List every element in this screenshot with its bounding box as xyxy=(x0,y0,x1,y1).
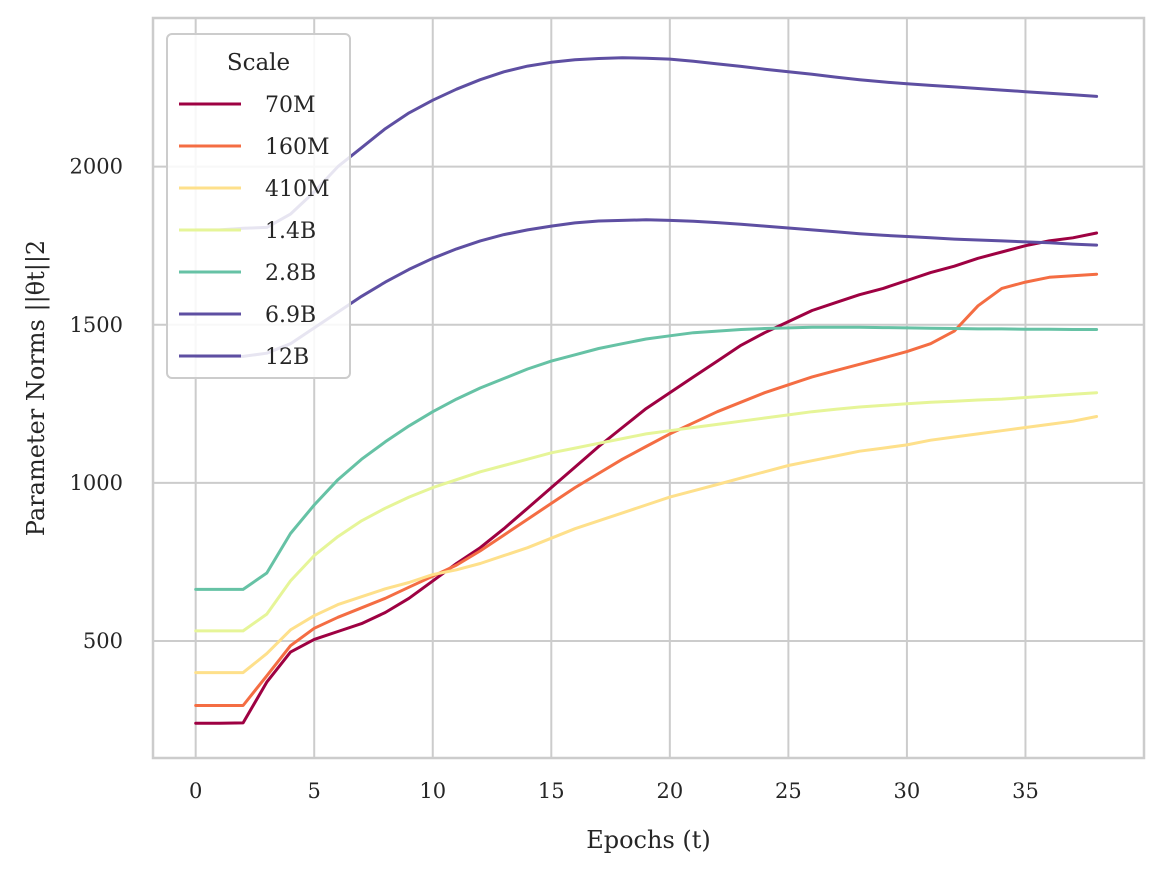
series-line-70m xyxy=(194,231,1099,725)
legend-label: 70M xyxy=(265,93,316,118)
series-line-410m xyxy=(194,415,1099,675)
legend-label: 410M xyxy=(265,177,330,202)
x-tick-label: 35 xyxy=(1012,779,1039,803)
x-tick-label: 10 xyxy=(419,779,446,803)
x-axis-label: Epochs (t) xyxy=(586,826,711,854)
x-tick-label: 30 xyxy=(894,779,921,803)
y-tick-label: 1500 xyxy=(70,313,123,337)
legend-label: 6.9B xyxy=(265,303,316,328)
x-tick-label: 25 xyxy=(775,779,802,803)
legend-label: 12B xyxy=(265,345,309,370)
legend-label: 160M xyxy=(265,135,330,160)
y-tick-label: 2000 xyxy=(70,155,123,179)
legend-box xyxy=(166,33,351,379)
legend-title: Scale xyxy=(227,50,290,76)
legend-label: 2.8B xyxy=(265,261,316,286)
y-tick-label: 1000 xyxy=(70,471,123,495)
legend-label: 1.4B xyxy=(265,219,316,244)
y-tick-label: 500 xyxy=(83,629,123,653)
y-axis-label: Parameter Norms ||θt||2 xyxy=(22,240,51,536)
x-tick-label: 0 xyxy=(189,779,202,803)
tick-labels: 0 5 10 15 20 25 30 35 500 1000 1500 2000 xyxy=(70,155,1039,803)
series-line-2-8b xyxy=(194,325,1099,591)
x-tick-label: 15 xyxy=(538,779,565,803)
legend: Scale 70M 160M 410M 1.4B 2.8B 6.9B 12B xyxy=(166,33,351,379)
series-line-1-4b xyxy=(194,391,1099,633)
x-tick-label: 5 xyxy=(308,779,321,803)
legend-items: 70M 160M 410M 1.4B 2.8B 6.9B 12B xyxy=(179,93,330,370)
plot-frame xyxy=(151,16,1146,760)
series-line-160m xyxy=(194,272,1099,707)
x-tick-label: 20 xyxy=(656,779,683,803)
